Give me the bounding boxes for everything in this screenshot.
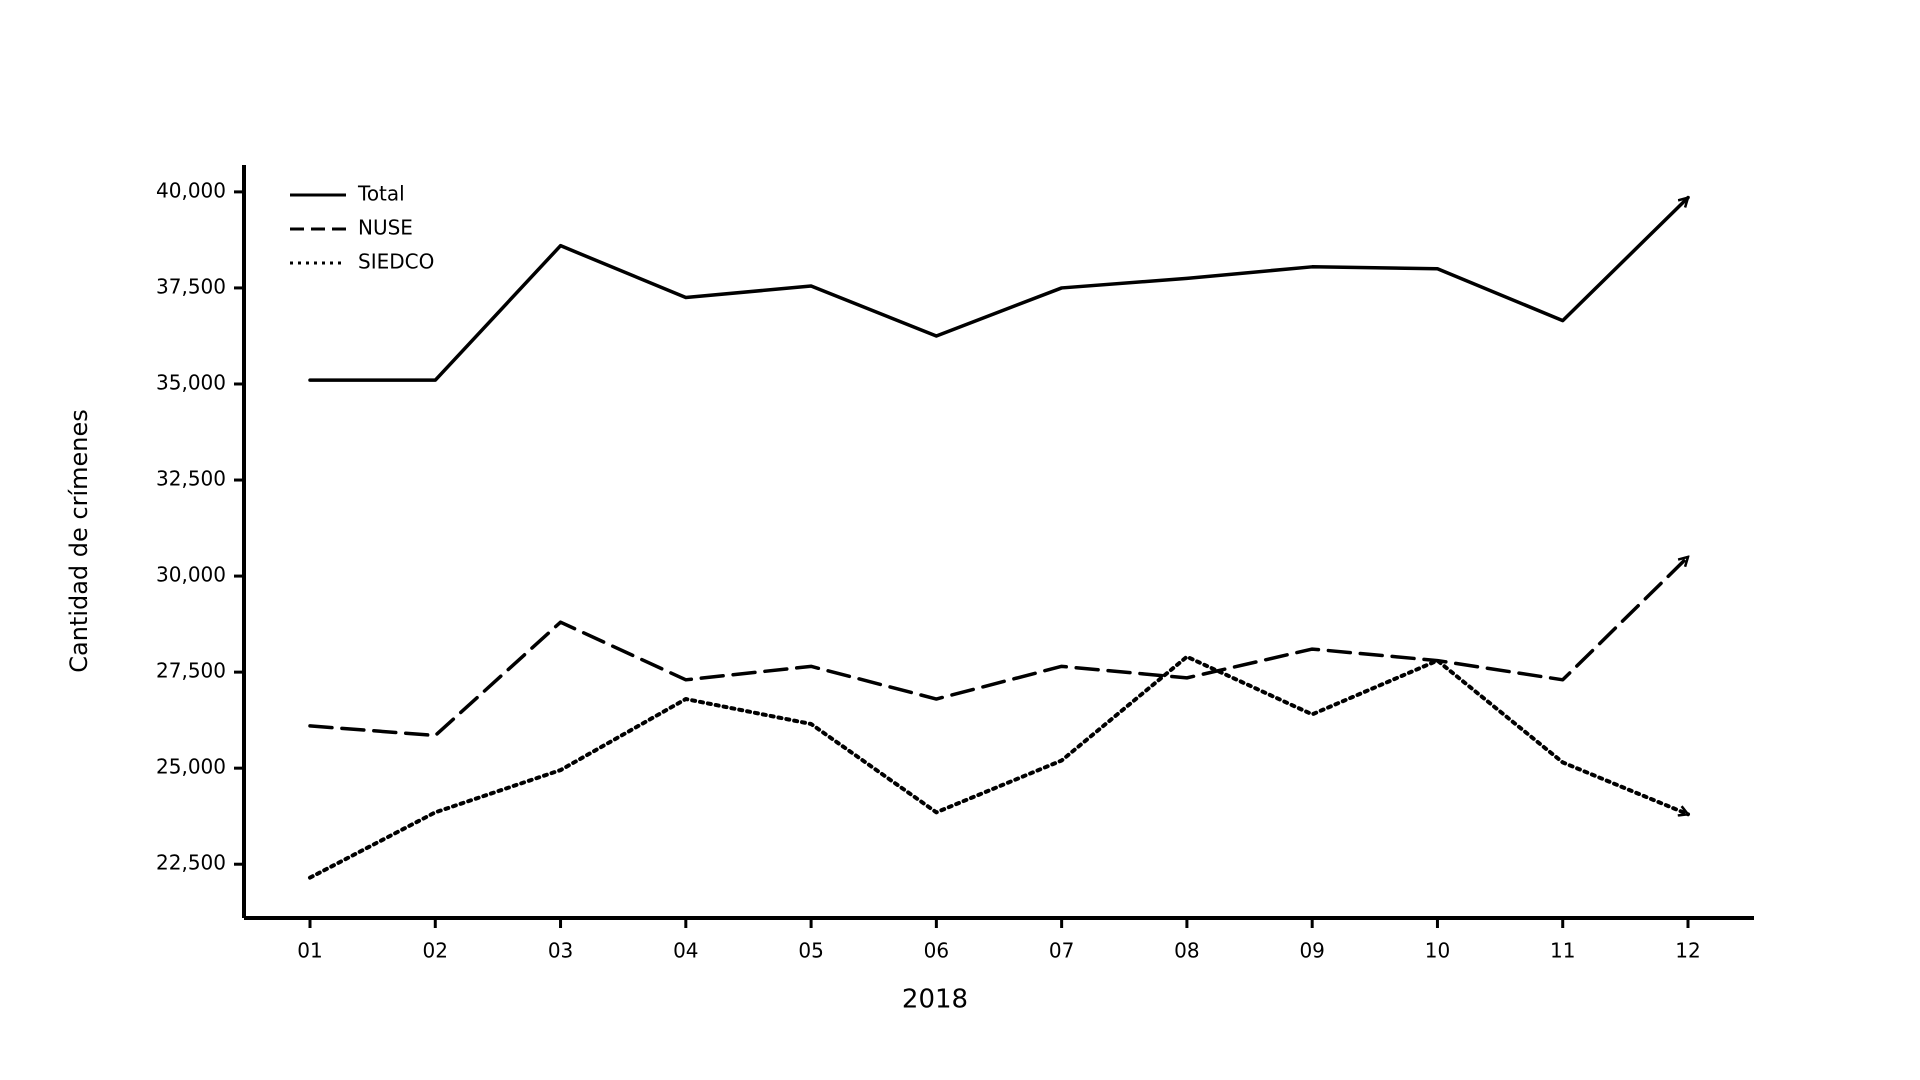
x-tick-label: 11 bbox=[1550, 939, 1575, 963]
legend-label: NUSE bbox=[358, 216, 413, 240]
y-tick-label: 35,000 bbox=[156, 370, 226, 394]
x-tick-label: 12 bbox=[1675, 939, 1700, 963]
y-tick-label: 30,000 bbox=[156, 563, 226, 587]
legend-label: Total bbox=[357, 182, 405, 206]
x-tick-label: 08 bbox=[1174, 939, 1199, 963]
y-tick-label: 37,500 bbox=[156, 274, 226, 298]
x-tick-label: 07 bbox=[1049, 939, 1074, 963]
x-tick-label: 01 bbox=[297, 939, 322, 963]
y-tick-label: 40,000 bbox=[156, 178, 226, 202]
x-tick-label: 02 bbox=[423, 939, 448, 963]
x-tick-label: 03 bbox=[548, 939, 573, 963]
x-tick-label: 04 bbox=[673, 939, 698, 963]
y-tick-label: 22,500 bbox=[156, 851, 226, 875]
y-axis-label: Cantidad de crímenes bbox=[65, 409, 93, 673]
series-line bbox=[308, 557, 1688, 738]
x-tick-label: 06 bbox=[924, 939, 949, 963]
y-tick-label: 27,500 bbox=[156, 659, 226, 683]
series-line bbox=[308, 198, 1688, 382]
x-tick-label: 09 bbox=[1299, 939, 1324, 963]
x-axis-label: 2018 bbox=[902, 985, 968, 1015]
x-tick-label: 05 bbox=[798, 939, 823, 963]
y-tick-label: 32,500 bbox=[156, 467, 226, 491]
series-line bbox=[308, 654, 1688, 880]
x-tick-label: 10 bbox=[1425, 939, 1450, 963]
y-tick-label: 25,000 bbox=[156, 755, 226, 779]
legend-label: SIEDCO bbox=[358, 250, 434, 274]
